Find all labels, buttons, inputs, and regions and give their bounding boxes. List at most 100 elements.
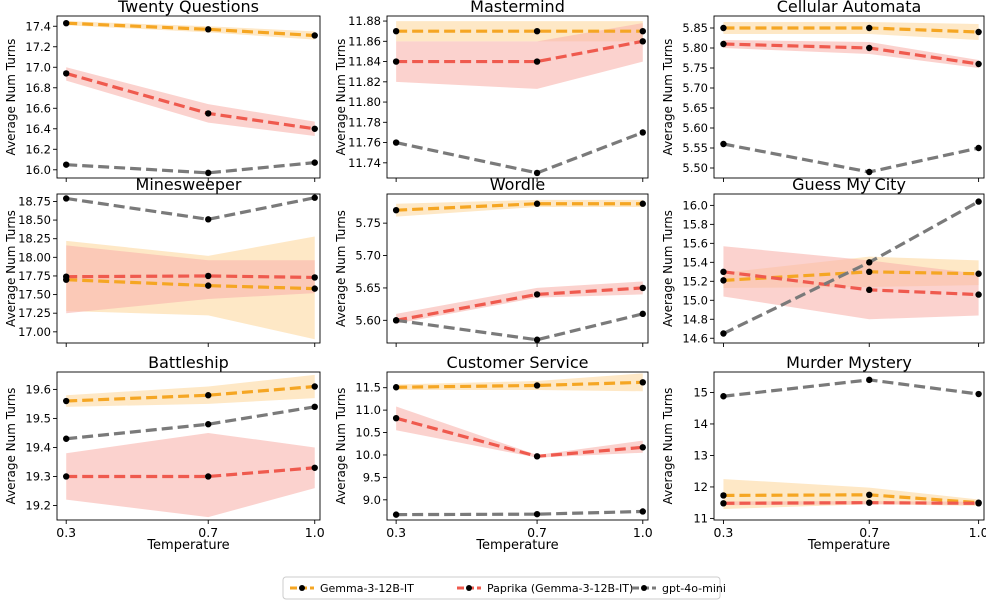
panel-4-point-gpt-4o-mini-2	[205, 216, 212, 223]
panel-3-ytick-label: 5.50	[682, 161, 708, 175]
panel-2-point-gpt-4o-mini-3	[639, 129, 646, 136]
panel-2-frame	[386, 15, 649, 179]
panel-6-ytick-label: 15.2	[682, 274, 708, 288]
panel-4-title: Minesweeper	[136, 175, 242, 194]
panel-7-point-gemma-3-12b-it-2	[205, 392, 212, 399]
panel-6-band-paprika-gemma-3-12b-it	[723, 246, 979, 320]
panel-8-point-gpt-4o-mini-2	[533, 510, 541, 518]
panel-8-ytick-label: 11.0	[355, 403, 381, 417]
panel-5-line-gpt-4o-mini	[395, 312, 644, 342]
panel-9-point-paprika-gemma-3-12b-it-3	[975, 500, 982, 507]
panel-2-line-paprika-gemma-3-12b-it	[396, 39, 644, 64]
panel-3-ytick-label: 5.55	[682, 141, 708, 155]
panel-4: Minesweeper 17.00 17.25 17.50 17.75 18.00 18.2…	[4, 175, 321, 347]
panel-2-ytick-label: 11.80	[348, 95, 381, 109]
panel-3-point-paprika-gemma-3-12b-it-3	[975, 60, 982, 68]
panel-1-point-paprika-gemma-3-12b-it-2	[205, 110, 212, 117]
panel-9-xtick-label: 1.0	[969, 525, 986, 540]
panel-8-line-gpt-4o-mini	[396, 509, 643, 517]
panel-4-ytick-label: 17.50	[18, 288, 51, 302]
panel-6-title: Guess My City	[792, 175, 906, 194]
legend-label-paprika-gemma-3-12b-it: Paprika (Gemma-3-12B-IT)	[487, 582, 633, 595]
panel-9-band-paprika-gemma-3-12b-it	[723, 501, 979, 506]
panel-1-ytick-label: 17.4	[25, 19, 51, 33]
panel-1-ytick-label: 16.8	[25, 81, 51, 95]
panel-8-frame	[386, 371, 649, 521]
panel-5-point-gpt-4o-mini-2	[533, 336, 541, 343]
panel-1-point-gpt-4o-mini-2	[205, 169, 212, 177]
panel-2-point-gpt-4o-mini-1	[392, 139, 400, 146]
panel-9-xtick-label: 0.3	[714, 525, 734, 540]
legend-marker-gemma-3-12b-it	[299, 585, 305, 591]
panel-3-point-gemma-3-12b-it-2	[866, 24, 873, 32]
panel-2-ytick-label: 11.74	[348, 156, 381, 170]
panel-4-point-paprika-gemma-3-12b-it-2	[205, 272, 212, 280]
panel-2-point-gpt-4o-mini-2	[533, 169, 541, 177]
panel-1-ytick-label: 17.0	[25, 60, 51, 74]
panel-1-ylabel: Average Num Turns	[4, 39, 18, 156]
panel-7-point-paprika-gemma-3-12b-it-3	[311, 464, 318, 471]
panel-6-point-gpt-4o-mini-1	[720, 330, 727, 337]
panel-7-point-gpt-4o-mini-1	[63, 435, 70, 442]
panel-6-ytick-label: 15.8	[682, 217, 708, 231]
panel-1-point-paprika-gemma-3-12b-it-1	[63, 70, 70, 77]
panel-9-line-gpt-4o-mini	[723, 378, 979, 398]
panel-9-ylabel: Average Num Turns	[661, 388, 675, 505]
panel-9-xlabel: Temperature	[807, 538, 890, 553]
panel-3-point-gemma-3-12b-it-3	[975, 28, 982, 36]
panel-7-band-paprika-gemma-3-12b-it	[66, 432, 315, 518]
panel-9-ytick-label: 12	[693, 480, 708, 494]
panel-9-point-gpt-4o-mini-1	[720, 393, 727, 400]
panel-6-point-gemma-3-12b-it-1	[720, 277, 727, 284]
panel-6-ytick-label: 15.6	[682, 236, 708, 250]
panel-4-ytick-label: 17.00	[18, 325, 51, 339]
panel-1-band-paprika-gemma-3-12b-it	[66, 67, 315, 136]
panel-9-ytick-label: 15	[693, 385, 708, 399]
panel-1-point-gemma-3-12b-it-3	[311, 32, 318, 39]
panel-5-point-gpt-4o-mini-3	[639, 310, 646, 318]
panel-3-point-paprika-gemma-3-12b-it-2	[866, 44, 873, 52]
panel-6-point-gemma-3-12b-it-2	[866, 268, 873, 276]
panel-1-ytick-label: 16.0	[25, 163, 51, 177]
panel-9-xtick-label: 0.7	[859, 525, 879, 540]
panel-1-band-gemma-3-12b-it	[66, 21, 315, 40]
panel-1-ytick-label: 16.2	[25, 142, 51, 156]
panel-8-point-gemma-3-12b-it-1	[392, 384, 400, 391]
panel-5-ytick-label: 5.60	[355, 313, 381, 327]
panel-8-xtick-label: 0.3	[386, 525, 406, 540]
panel-3-ytick-label: 5.70	[682, 81, 708, 95]
panel-7-xtick-label: 0.3	[56, 525, 76, 540]
panel-1-title: Twenty Questions	[117, 0, 259, 16]
panel-7-ytick-label: 19.4	[25, 440, 51, 454]
panel-1-point-paprika-gemma-3-12b-it-3	[311, 125, 318, 132]
panel-9-point-gpt-4o-mini-2	[866, 376, 873, 384]
panel-3-point-gpt-4o-mini-2	[866, 168, 873, 176]
panel-7: Battleship 19.2 19.3 19.4 19.5 19.6 0.3 0.7 1.0 A…	[4, 353, 325, 553]
panel-7-ytick-label: 19.5	[25, 411, 51, 425]
panel-8-point-paprika-gemma-3-12b-it-2	[533, 453, 541, 460]
panel-8: Customer Service 9.0 9.5 10.0 10.5 11.0 11.5 0.…	[334, 353, 653, 553]
panel-9-point-paprika-gemma-3-12b-it-1	[720, 500, 727, 507]
panel-7-ylabel: Average Num Turns	[4, 388, 18, 505]
panel-3-ylabel: Average Num Turns	[661, 39, 675, 156]
panel-2-ytick-label: 11.88	[348, 14, 381, 28]
panel-3-frame	[713, 15, 985, 179]
panel-3-point-gpt-4o-mini-1	[720, 140, 727, 148]
panel-8-point-paprika-gemma-3-12b-it-3	[639, 444, 646, 451]
panel-1-point-gemma-3-12b-it-2	[205, 26, 212, 33]
panel-2-ytick-label: 11.86	[348, 34, 381, 48]
panel-7-point-gemma-3-12b-it-1	[63, 397, 70, 405]
panel-6-point-paprika-gemma-3-12b-it-1	[720, 268, 727, 276]
panel-5-ytick-label: 5.75	[355, 216, 381, 230]
panel-4-point-paprika-gemma-3-12b-it-1	[63, 273, 70, 280]
panel-2: Mastermind 11.74 11.76 11.78 11.80 11.82 11.84…	[334, 0, 649, 182]
panel-8-point-paprika-gemma-3-12b-it-1	[392, 414, 400, 422]
panel-7-ytick-label: 19.6	[25, 382, 51, 396]
panel-9-point-gpt-4o-mini-3	[975, 390, 982, 398]
panel-5-title: Wordle	[490, 175, 545, 194]
panel-2-point-paprika-gemma-3-12b-it-1	[392, 58, 400, 65]
legend: Gemma-3-12B-IT Paprika (Gemma-3-12B-IT) gp…	[282, 576, 726, 600]
panel-6-point-gemma-3-12b-it-3	[975, 270, 982, 277]
panel-6-ytick-label: 14.8	[682, 312, 708, 326]
